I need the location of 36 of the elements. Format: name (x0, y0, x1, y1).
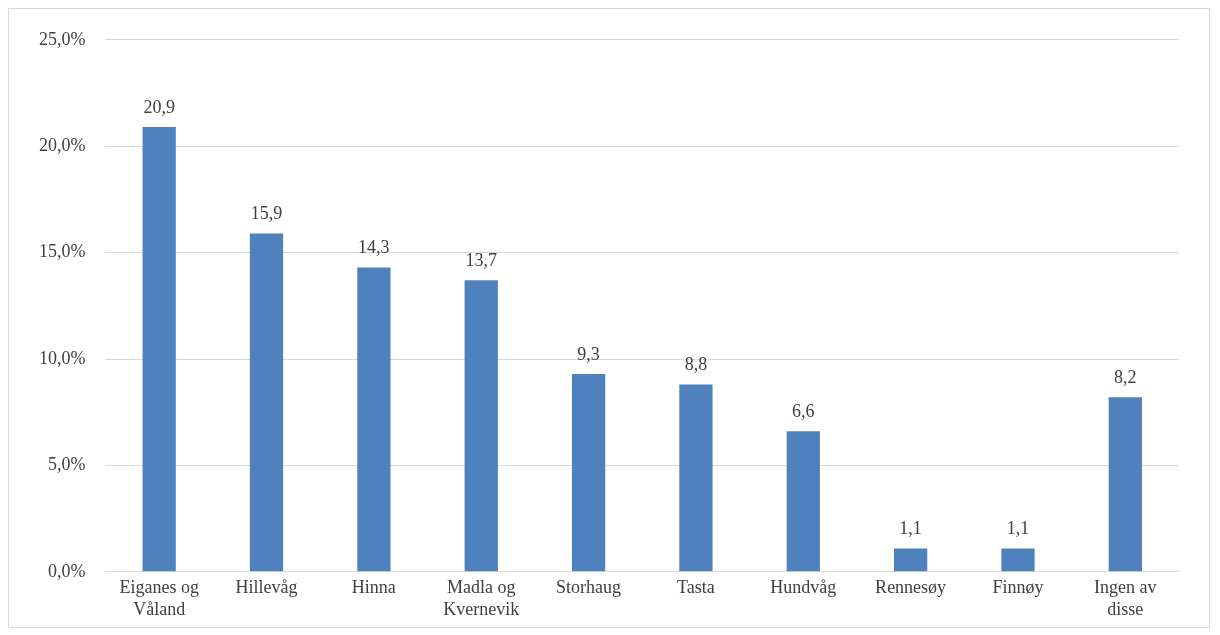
y-tick-label: 15,0% (38, 241, 86, 262)
data-label: 13,7 (465, 250, 497, 270)
data-label: 15,9 (250, 203, 283, 224)
bar (679, 384, 713, 572)
data-label: 1,1 (1006, 518, 1030, 539)
bar (786, 431, 820, 572)
data-label: 14,3 (358, 237, 390, 258)
data-label: 1,1 (899, 518, 922, 539)
x-tick-label: Storhaug (556, 577, 622, 598)
x-tick-label: Hundvåg (770, 577, 837, 598)
y-tick-label: 25,0% (38, 28, 86, 49)
data-label: 9,3 (577, 343, 600, 364)
bar (1108, 397, 1142, 572)
y-tick-label: 20,0% (38, 134, 86, 155)
x-tick-label: Rennesøy (875, 577, 947, 598)
bar (893, 548, 928, 572)
x-tick-label: Hinna (351, 577, 396, 598)
data-label: 6,6 (792, 401, 815, 422)
bar (249, 233, 284, 572)
bar (357, 267, 391, 572)
x-tick-label: Tasta (677, 577, 715, 598)
data-label: 8,2 (1114, 367, 1137, 388)
y-tick-label: 5,0% (47, 454, 86, 475)
y-tick-label: 0,0% (47, 560, 86, 581)
data-label: 8,8 (684, 354, 708, 375)
x-tick-label: Hillevåg (235, 577, 298, 598)
x-tick-label: Finnøy (992, 577, 1044, 598)
data-label: 20,9 (143, 96, 175, 117)
bar (464, 280, 498, 572)
bar (1001, 548, 1035, 572)
x-tick-label: Ingen av disse (1094, 577, 1157, 619)
bar (142, 127, 176, 572)
bar (571, 373, 606, 572)
x-tick-label: Eiganes og Våland (119, 577, 199, 619)
x-tick-label: Madla og Kvernevik (443, 577, 520, 619)
y-tick-label: 10,0% (38, 347, 86, 368)
